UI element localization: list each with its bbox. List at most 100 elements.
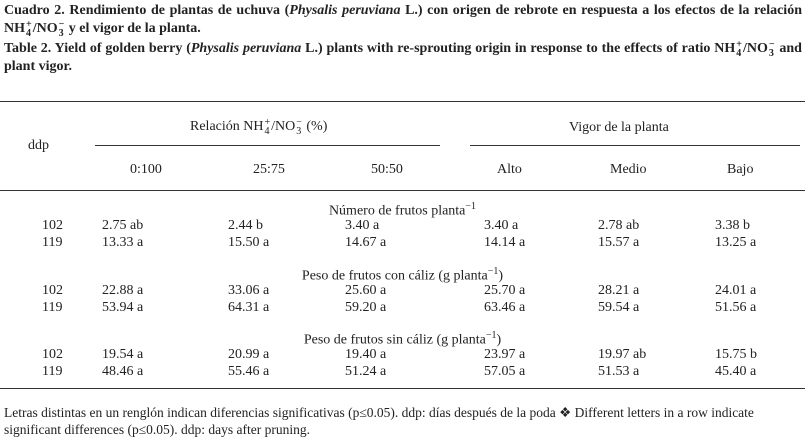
cell: 14.14 a	[484, 235, 526, 250]
sub: 3	[58, 28, 64, 39]
superscript: −1	[487, 266, 499, 277]
cell: 45.40 a	[715, 364, 757, 379]
ddp-cell: 102	[42, 283, 63, 298]
superscript: −1	[485, 330, 497, 341]
group-header: Relación NH +4/NO −3 (%)	[190, 117, 327, 137]
cell: 48.46 a	[102, 364, 144, 379]
cell: 25.60 a	[345, 283, 387, 298]
cell: 13.33 a	[102, 235, 144, 250]
text-run: /NO	[32, 21, 58, 37]
cell: 2.78 ab	[598, 218, 640, 233]
text-run: L.) plants with re-sprouting origin in r…	[301, 41, 736, 57]
text-run: Número de frutos planta	[328, 203, 466, 219]
ion-script: −3	[296, 117, 302, 137]
ddp-cell: 102	[42, 218, 63, 233]
cell: 24.01 a	[715, 283, 757, 298]
cell: 15.57 a	[598, 235, 640, 250]
text-run: Peso de frutos sin cáliz (g planta	[303, 332, 486, 348]
section-title: Número de frutos planta−1	[0, 199, 805, 220]
ddp-cell: 119	[42, 364, 63, 379]
group-rule	[95, 145, 440, 146]
cell: 19.97 ab	[598, 347, 647, 362]
cell: 14.67 a	[345, 235, 387, 250]
sup: −	[296, 117, 302, 128]
header-rule	[0, 190, 805, 191]
cell: 57.05 a	[484, 364, 526, 379]
text-run: and plant vigor.	[4, 41, 802, 75]
ddp-cell: 119	[42, 235, 63, 250]
column-header: 0:100	[130, 162, 162, 177]
cell: 2.75 ab	[102, 218, 144, 233]
cell: 51.56 a	[715, 300, 757, 315]
column-header: Bajo	[727, 162, 754, 177]
cell: 25.70 a	[484, 283, 526, 298]
cell: 15.75 b	[715, 347, 757, 362]
text-run: Relación NH	[190, 119, 264, 135]
italic-run: Physalis peruviana	[190, 41, 302, 57]
sup: +	[736, 39, 742, 50]
cell: 59.20 a	[345, 300, 387, 315]
top-rule	[0, 101, 805, 102]
cell: 28.21 a	[598, 283, 640, 298]
cell: 64.31 a	[228, 300, 270, 315]
cell: 3.40 a	[345, 218, 380, 233]
section-title: Peso de frutos sin cáliz (g planta−1)	[0, 328, 805, 349]
text-run: Table 2. Yield of golden berry (	[4, 41, 191, 57]
sub: 4	[736, 48, 742, 59]
ion-script: −3	[58, 19, 65, 39]
section-title: Peso de frutos con cáliz (g planta−1)	[0, 264, 805, 285]
sup: +	[264, 117, 271, 128]
ddp-header: ddp	[28, 138, 49, 153]
cell: 63.46 a	[484, 300, 526, 315]
column-header: 25:75	[253, 162, 285, 177]
cell: 19.40 a	[345, 347, 387, 362]
ddp-cell: 102	[42, 347, 63, 362]
cell: 53.94 a	[102, 300, 144, 315]
bottom-rule	[0, 388, 805, 389]
text-run: L.) con origen de rebrote en respuesta a…	[4, 3, 802, 37]
column-header: Alto	[497, 162, 522, 177]
sub: 4	[264, 126, 270, 137]
sup: −	[768, 39, 775, 50]
superscript: −1	[465, 201, 477, 212]
caption-es: Cuadro 2. Rendimiento de plantas de uchu…	[4, 2, 802, 39]
cell: 59.54 a	[598, 300, 640, 315]
sup: +	[26, 19, 32, 30]
cell: 51.24 a	[345, 364, 387, 379]
ddp-cell: 119	[42, 300, 63, 315]
text-run: y el vigor de la planta.	[65, 21, 201, 37]
text-run: )	[498, 268, 504, 284]
ion-script: +4	[264, 117, 271, 137]
group-header: Vigor de la planta	[569, 120, 669, 135]
cell: 23.97 a	[484, 347, 526, 362]
cell: 55.46 a	[228, 364, 270, 379]
ion-script: +4	[736, 39, 742, 59]
sub: 3	[296, 126, 302, 137]
text-run: Cuadro 2. Rendimiento de plantas de uchu…	[4, 3, 290, 18]
cell: 13.25 a	[715, 235, 757, 250]
cell: 3.38 b	[715, 218, 750, 233]
cell: 22.88 a	[102, 283, 144, 298]
footnote: Letras distintas en un renglón indican d…	[4, 405, 754, 437]
cell: 51.53 a	[598, 364, 640, 379]
text-run: /NO	[742, 41, 768, 57]
cell: 20.99 a	[228, 347, 270, 362]
column-header: Medio	[610, 162, 647, 177]
italic-run: Physalis peruviana	[289, 3, 401, 18]
caption-en: Table 2. Yield of golden berry (Physalis…	[4, 40, 802, 76]
sub: 4	[26, 28, 31, 39]
cell: 3.40 a	[484, 218, 519, 233]
cell: 19.54 a	[102, 347, 144, 362]
group-rule	[470, 145, 800, 146]
cell: 15.50 a	[228, 235, 270, 250]
text-run: Peso de frutos con cáliz (g planta	[301, 268, 488, 284]
text-run: )	[496, 332, 502, 348]
sup: −	[58, 19, 65, 30]
sub: 3	[768, 48, 774, 59]
cell: 2.44 b	[228, 218, 263, 233]
column-header: 50:50	[371, 162, 403, 177]
ion-script: +4	[26, 19, 32, 39]
cell: 33.06 a	[228, 283, 270, 298]
ion-script: −3	[768, 39, 775, 59]
